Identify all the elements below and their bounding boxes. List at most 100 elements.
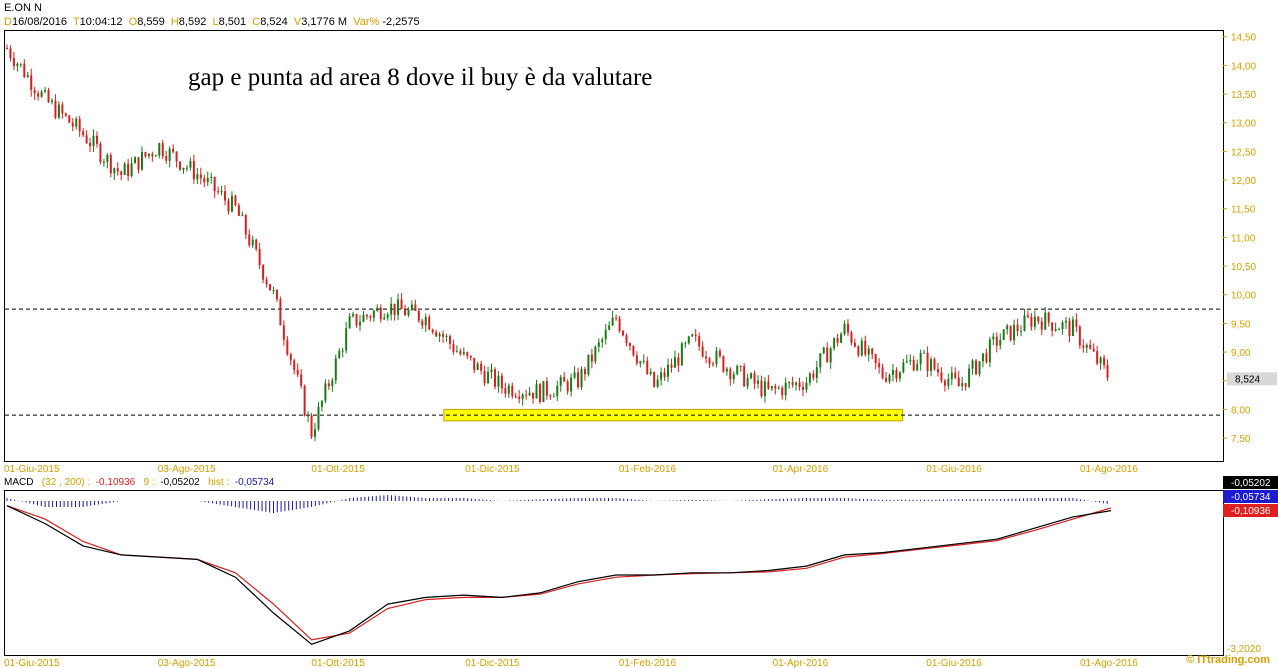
- price-candle: [933, 357, 936, 371]
- macd-hist-label: -0,05734: [1231, 492, 1271, 503]
- price-candle: [885, 371, 888, 383]
- price-candle: [715, 346, 718, 368]
- price-candle: [760, 375, 763, 398]
- price-candle: [338, 348, 341, 359]
- x-axis-label: 01-Feb-2016: [619, 658, 677, 668]
- close-value: 8,524: [260, 16, 288, 28]
- price-candle: [189, 157, 192, 171]
- price-candle: [718, 348, 721, 359]
- price-candle: [16, 62, 19, 72]
- price-candle: [864, 335, 867, 357]
- price-candle: [341, 347, 344, 358]
- price-candle: [210, 172, 213, 184]
- price-candle: [891, 363, 894, 382]
- price-candle: [324, 379, 327, 404]
- price-candle: [608, 321, 611, 331]
- price-candle: [611, 310, 614, 327]
- price-candle: [500, 373, 503, 394]
- price-candle: [407, 307, 410, 318]
- high-value: 8,592: [178, 16, 207, 28]
- price-axis-label: 13,50: [1231, 90, 1256, 101]
- price-candle: [936, 362, 939, 377]
- price-candle: [573, 366, 576, 380]
- date-key: D: [4, 16, 12, 28]
- price-candle: [981, 353, 984, 368]
- price-candle: [739, 365, 742, 372]
- price-candle: [44, 86, 47, 94]
- price-candle: [784, 377, 787, 401]
- price-candle: [386, 312, 389, 321]
- price-candle: [853, 338, 856, 348]
- macd-panel[interactable]: [4, 490, 1224, 656]
- price-candle: [1033, 310, 1036, 331]
- price-candle: [487, 366, 490, 384]
- price-candle: [459, 348, 462, 356]
- price-candle: [649, 368, 652, 376]
- price-candle: [476, 361, 479, 371]
- time-value: 10:04:12: [79, 16, 123, 28]
- price-candle: [116, 162, 119, 176]
- price-candle: [424, 313, 427, 333]
- price-axis-label: 8,00: [1231, 405, 1251, 416]
- x-axis-label: 01-Giu-2016: [926, 658, 982, 668]
- price-candle: [78, 115, 81, 137]
- price-candle: [673, 350, 676, 368]
- price-candle: [265, 276, 268, 288]
- price-candle: [372, 309, 375, 322]
- price-candle: [95, 131, 98, 148]
- price-candle: [1051, 322, 1054, 337]
- price-candle: [791, 376, 794, 388]
- price-candle: [1009, 325, 1012, 342]
- last-price-label: 8,524: [1235, 374, 1260, 385]
- price-candle: [334, 354, 337, 385]
- price-candle: [954, 367, 957, 380]
- price-candle: [303, 384, 306, 417]
- price-candle: [185, 165, 188, 172]
- price-candle: [615, 314, 618, 321]
- price-candle: [795, 381, 798, 391]
- price-candle: [822, 346, 825, 355]
- price-candle: [480, 360, 483, 375]
- price-candle: [521, 392, 524, 406]
- price-candle: [597, 338, 600, 353]
- price-candle: [293, 358, 296, 375]
- price-candle: [912, 355, 915, 372]
- x-axis-label: 01-Dic-2015: [465, 658, 520, 668]
- price-candle: [296, 363, 299, 378]
- price-candle: [1002, 329, 1005, 341]
- price-candle: [445, 333, 448, 342]
- price-candle: [473, 357, 476, 374]
- price-candle: [964, 383, 967, 391]
- time-key: T: [72, 16, 80, 28]
- x-axis-label: 01-Ago-2016: [1080, 658, 1138, 668]
- price-candle: [1089, 339, 1092, 350]
- price-candle: [694, 329, 697, 342]
- price-candle: [712, 361, 715, 367]
- price-candle: [1044, 307, 1047, 331]
- price-candle: [113, 167, 116, 181]
- macd-params: (32 , 200) :: [41, 477, 91, 488]
- price-candle: [483, 365, 486, 387]
- annotation-text: gap e punta ad area 8 dove il buy è da v…: [188, 64, 653, 91]
- price-candle: [632, 345, 635, 357]
- price-panel[interactable]: [4, 30, 1224, 462]
- price-candle: [1030, 312, 1033, 331]
- price-candle: [532, 392, 535, 404]
- macd-signal-value: -0,05202: [160, 477, 200, 488]
- price-candle: [390, 297, 393, 321]
- price-candle: [362, 311, 365, 323]
- macd-signal-label-box: [1223, 476, 1278, 489]
- price-candle: [300, 369, 303, 389]
- price-candle: [248, 229, 251, 248]
- price-candle: [1106, 359, 1109, 382]
- macd-value-label-box: [1223, 504, 1278, 517]
- price-candle: [549, 393, 552, 400]
- x-axis-bottom: 01-Giu-2015 03-Ago-2015 01-Ott-2015 01-Dic-…: [4, 658, 1138, 668]
- price-candle: [1023, 308, 1026, 332]
- price-candle: [1099, 356, 1102, 371]
- price-candle: [923, 349, 926, 354]
- price-candle: [732, 371, 735, 384]
- price-candle: [878, 358, 881, 374]
- price-candle: [1082, 339, 1085, 353]
- price-candle: [9, 45, 12, 62]
